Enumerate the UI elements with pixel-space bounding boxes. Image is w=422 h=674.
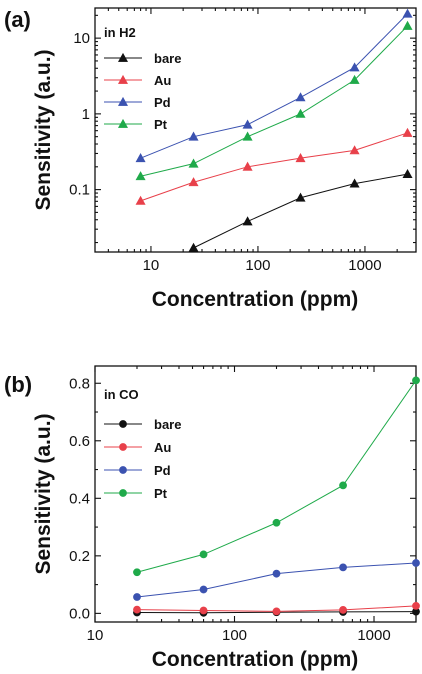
y-tick-label: 1 xyxy=(82,106,90,123)
data-point-pd xyxy=(349,62,360,72)
data-point-pt xyxy=(349,74,360,84)
y-tick-label: 10 xyxy=(73,30,90,47)
legend-marker-au xyxy=(119,443,127,451)
data-point-au xyxy=(295,153,306,163)
data-point-pt xyxy=(188,158,199,168)
y-tick-label: 0.0 xyxy=(69,605,90,622)
data-point-bare xyxy=(349,178,360,188)
data-point-au xyxy=(412,601,420,610)
legend-label-bare: bare xyxy=(154,417,181,432)
y-tick-label: 0.2 xyxy=(69,548,90,565)
data-point-au xyxy=(242,161,253,171)
series-line-au xyxy=(140,132,408,202)
data-point-pd xyxy=(242,119,253,129)
legend-b: in CO bare Au Pd Pt xyxy=(104,387,181,501)
series-line-pd xyxy=(136,562,417,598)
plot-frame-a xyxy=(94,7,417,253)
x-tick-label: 100 xyxy=(222,627,247,644)
data-point-au xyxy=(199,606,208,615)
legend-marker-pd xyxy=(117,96,129,106)
x-tick-label: 10 xyxy=(143,257,160,274)
y-axis-title-b: Sensitivity (a.u.) xyxy=(32,413,55,574)
data-point-au xyxy=(272,607,281,616)
data-point-pt xyxy=(412,376,420,385)
y-axis-title-a: Sensitivity (a.u.) xyxy=(32,49,55,210)
legend-a: in H2 bare Au Pd Pt xyxy=(104,25,181,132)
data-point-pt xyxy=(272,518,281,527)
data-point-au xyxy=(349,145,360,155)
x-tick-label: 100 xyxy=(245,257,270,274)
data-point-au xyxy=(188,177,199,187)
plot-frame-b xyxy=(94,365,417,623)
chart-panel-b: (b) 10 100 1000 0.0 0.2 0.4 0.6 0.8 in CO bare A… xyxy=(4,365,420,671)
data-point-pd xyxy=(133,593,141,601)
data-point-au xyxy=(135,195,146,205)
data-point-pt xyxy=(402,20,413,30)
y-tick-label: 0.4 xyxy=(69,490,90,507)
legend-marker-pd xyxy=(119,466,127,474)
data-point-pd xyxy=(135,153,146,163)
data-point-pd xyxy=(295,92,306,102)
legend-label-au: Au xyxy=(154,73,171,88)
legend-label-pd: Pd xyxy=(154,463,171,478)
legend-marker-au xyxy=(117,74,129,84)
data-point-bare xyxy=(402,169,413,179)
legend-marker-pt xyxy=(117,118,129,128)
data-point-bare xyxy=(242,216,253,226)
axis-ticks-b: 10 100 1000 0.0 0.2 0.4 0.6 0.8 xyxy=(69,366,416,644)
series-line-bare xyxy=(193,173,408,249)
data-point-pd xyxy=(339,563,347,572)
data-point-au xyxy=(402,127,413,137)
series-line-pt xyxy=(140,25,408,177)
data-point-bare xyxy=(295,192,306,202)
y-tick-label: 0.6 xyxy=(69,433,90,450)
series-layer-a xyxy=(135,8,413,252)
y-tick-label: 0.8 xyxy=(69,375,90,392)
legend-label-au: Au xyxy=(154,440,171,455)
data-point-pt xyxy=(339,481,347,490)
panel-label-a: (a) xyxy=(4,7,31,32)
data-point-pd xyxy=(199,585,208,594)
x-axis-title-b: Concentration (ppm) xyxy=(152,648,358,671)
series-layer-b xyxy=(133,376,420,617)
axis-ticks-a: 10 100 1000 0.1 1 10 xyxy=(69,8,416,274)
x-tick-label: 10 xyxy=(87,627,104,644)
x-axis-title-a: Concentration (ppm) xyxy=(152,288,358,311)
data-point-pt xyxy=(133,568,141,577)
legend-marker-bare xyxy=(119,420,127,428)
y-tick-label: 0.1 xyxy=(69,182,90,199)
series-line-pd xyxy=(140,13,408,159)
legend-marker-bare xyxy=(117,52,129,62)
data-point-pt xyxy=(135,171,146,181)
legend-label-pd: Pd xyxy=(154,95,171,110)
data-point-pt xyxy=(199,550,208,559)
chart-panel-a: (a) 10 100 1000 0.1 1 10 in H2 bare Au Pd Pt Con… xyxy=(4,7,417,311)
data-point-au xyxy=(133,605,141,614)
data-point-pd xyxy=(188,131,199,141)
legend-label-pt: Pt xyxy=(154,117,168,132)
legend-label-pt: Pt xyxy=(154,486,168,501)
panel-label-b: (b) xyxy=(4,372,32,397)
x-tick-label: 1000 xyxy=(348,257,381,274)
data-point-pd xyxy=(412,559,420,567)
data-point-au xyxy=(339,606,347,614)
x-tick-label: 1000 xyxy=(357,627,390,644)
legend-label-bare: bare xyxy=(154,51,181,66)
data-point-pd xyxy=(402,8,413,18)
data-point-pt xyxy=(295,108,306,118)
series-line-pt xyxy=(136,380,417,573)
legend-title-b: in CO xyxy=(104,387,139,402)
data-point-bare xyxy=(188,242,199,252)
legend-title-a: in H2 xyxy=(104,25,136,40)
data-point-pt xyxy=(242,131,253,141)
data-point-pd xyxy=(272,569,281,578)
legend-marker-pt xyxy=(119,489,127,497)
